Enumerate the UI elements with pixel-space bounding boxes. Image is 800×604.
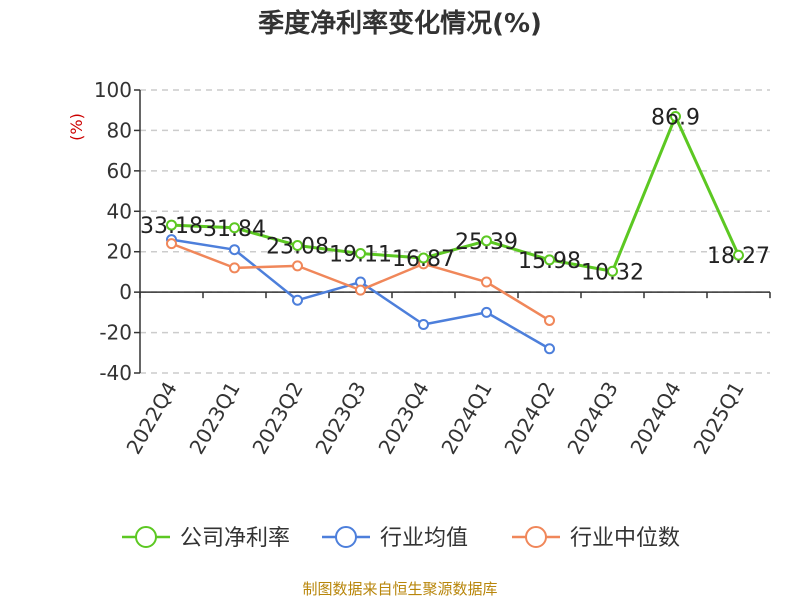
data-label: 18.27 (707, 244, 770, 269)
series-point[interactable] (355, 284, 366, 296)
y-tick-label: 20 (107, 240, 132, 264)
series-point[interactable] (355, 248, 366, 260)
data-label: 33.18 (140, 214, 203, 239)
data-label: 15.98 (518, 249, 581, 274)
y-tick-label: -20 (99, 321, 132, 345)
y-tick-label: 60 (107, 159, 132, 183)
y-tick-label: 40 (107, 199, 132, 223)
x-tick-label: 2024Q4 (625, 378, 685, 459)
data-label: 16.87 (392, 247, 455, 272)
legend-label: 公司净利率 (180, 526, 290, 551)
x-tick-label: 2024Q1 (436, 378, 496, 459)
data-label: 10.32 (581, 260, 644, 285)
series-point[interactable] (544, 254, 555, 266)
legend-item[interactable]: 行业均值 (322, 526, 468, 551)
series-point[interactable] (544, 343, 555, 355)
legend-marker (525, 526, 547, 548)
series-point[interactable] (418, 252, 429, 264)
series-point[interactable] (670, 110, 681, 122)
series-point[interactable] (229, 222, 240, 234)
series-point[interactable] (607, 265, 618, 277)
series-point[interactable] (733, 249, 744, 261)
x-tick-label: 2025Q1 (688, 378, 748, 459)
legend-label: 行业均值 (380, 526, 468, 551)
legend-item[interactable]: 公司净利率 (122, 526, 290, 551)
series-point[interactable] (166, 219, 177, 231)
data-label: 31.84 (203, 217, 266, 242)
y-tick-label: -40 (99, 361, 132, 385)
chart-title: 季度净利率变化情况(%) (258, 8, 542, 39)
x-tick-label: 2023Q4 (373, 378, 433, 459)
series-point[interactable] (481, 306, 492, 318)
y-tick-label: 100 (94, 78, 132, 102)
series-point[interactable] (229, 262, 240, 274)
x-tick-label: 2023Q3 (310, 378, 370, 459)
data-source: 制图数据来自恒生聚源数据库 (302, 580, 497, 598)
series-point[interactable] (292, 260, 303, 272)
data-label: 19.11 (329, 243, 392, 268)
series (166, 110, 744, 355)
x-tick-label: 2023Q2 (247, 378, 307, 459)
data-label: 86.9 (651, 105, 700, 130)
y-axis-unit: (%) (67, 113, 86, 141)
legend-item[interactable]: 行业中位数 (512, 526, 680, 551)
series-line (171, 114, 740, 273)
series-point[interactable] (418, 318, 429, 330)
series-point[interactable] (481, 235, 492, 247)
y-tick-label: 80 (107, 118, 132, 142)
series-point[interactable] (166, 238, 177, 250)
series-point[interactable] (544, 314, 555, 326)
data-label: 23.08 (266, 234, 329, 259)
legend[interactable]: 公司净利率 行业均值 行业中位数 (122, 526, 680, 551)
x-tick-label: 2023Q1 (184, 378, 244, 459)
series-point[interactable] (292, 239, 303, 251)
legend-marker (135, 526, 157, 548)
series-point[interactable] (229, 244, 240, 256)
x-tick-label: 2024Q2 (499, 378, 559, 459)
series-point[interactable] (292, 294, 303, 306)
series-point[interactable] (481, 276, 492, 288)
data-label: 25.39 (455, 230, 518, 255)
legend-label: 行业中位数 (570, 526, 680, 551)
x-tick-label: 2024Q3 (562, 378, 622, 459)
legend-marker (335, 526, 357, 548)
y-tick-label: 0 (119, 280, 132, 304)
x-tick-label: 2022Q4 (121, 378, 181, 459)
